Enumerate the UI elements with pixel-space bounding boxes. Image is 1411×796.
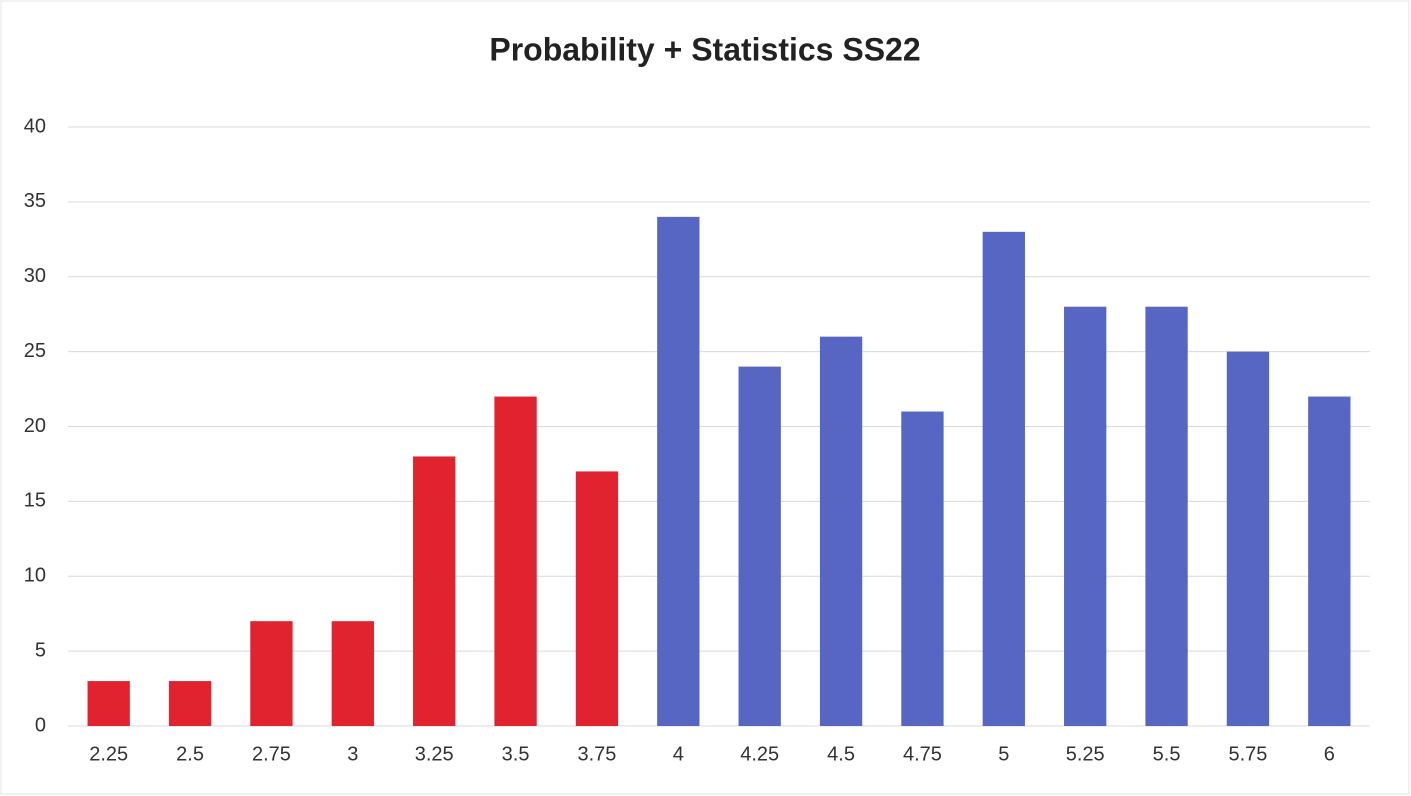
y-tick-label: 5 (35, 639, 46, 661)
x-tick-label: 3.25 (415, 743, 454, 765)
x-tick-label: 3.5 (502, 743, 530, 765)
bar (901, 411, 944, 726)
x-tick-label: 2.5 (176, 743, 204, 765)
y-tick-label: 15 (24, 490, 46, 512)
x-tick-label: 4 (673, 743, 684, 765)
bar (331, 621, 374, 726)
bar (982, 231, 1025, 726)
y-tick-label: 0 (35, 714, 46, 736)
x-tick-label: 3 (347, 743, 358, 765)
x-tick-label: 5.75 (1228, 743, 1267, 765)
x-tick-label: 2.75 (252, 743, 291, 765)
y-tick-label: 35 (24, 190, 46, 212)
x-tick-label: 5.5 (1153, 743, 1181, 765)
x-tick-label: 4.25 (740, 743, 779, 765)
y-tick-label: 25 (24, 340, 46, 362)
bar (738, 366, 781, 726)
x-tick-label: 2.25 (89, 743, 128, 765)
x-tick-label: 5.25 (1066, 743, 1105, 765)
bar (413, 456, 456, 726)
bar (1145, 306, 1188, 726)
bar (657, 216, 700, 726)
bar (819, 336, 863, 726)
bar (494, 396, 537, 726)
bar (250, 621, 293, 726)
y-tick-label: 20 (24, 415, 46, 437)
bar (168, 681, 212, 726)
bar (1226, 351, 1270, 726)
chart-title: Probability + Statistics SS22 (489, 31, 920, 67)
x-tick-label: 6 (1324, 743, 1335, 765)
x-tick-label: 5 (998, 743, 1009, 765)
y-tick-label: 10 (24, 565, 46, 587)
bar (1064, 306, 1107, 726)
y-tick-label: 30 (24, 265, 46, 287)
y-tick-label: 40 (24, 115, 46, 137)
bar (1308, 396, 1351, 726)
bar (87, 681, 130, 726)
x-tick-label: 4.75 (903, 743, 942, 765)
x-tick-label: 3.75 (577, 743, 616, 765)
bar (575, 471, 619, 726)
x-tick-label: 4.5 (827, 743, 855, 765)
